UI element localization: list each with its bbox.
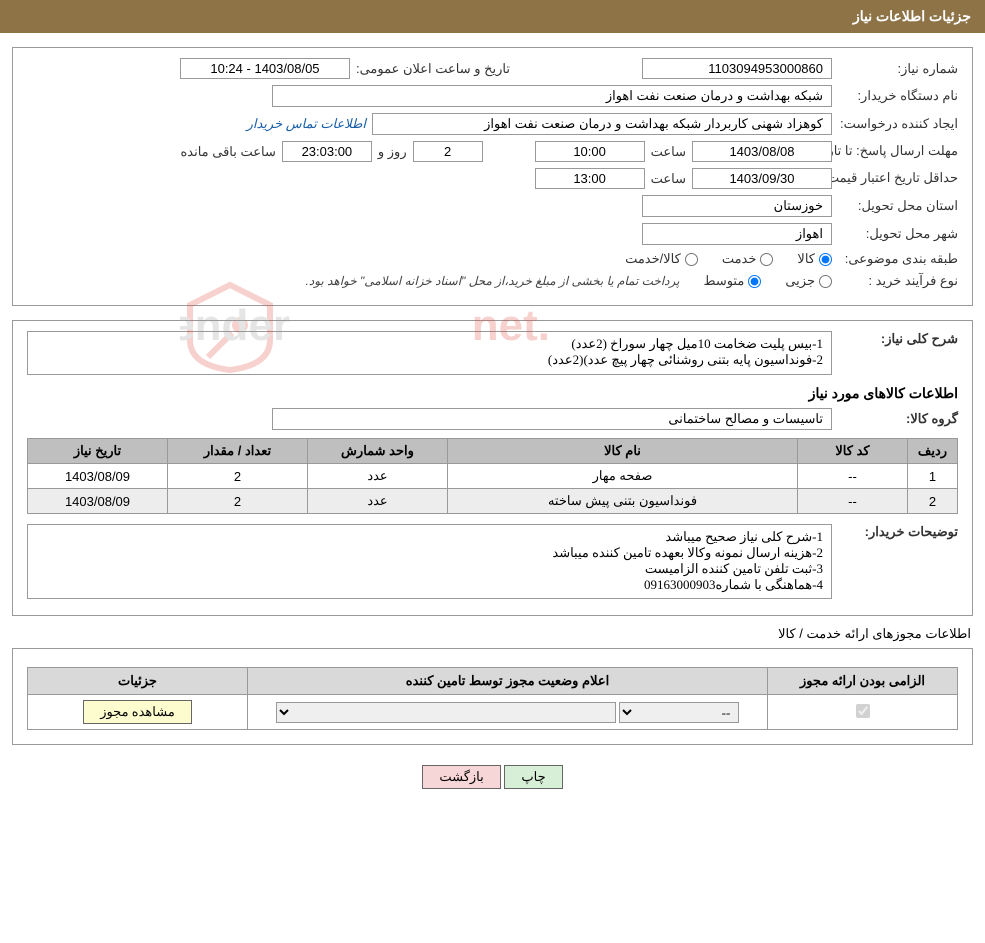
need-info-panel: شماره نیاز: 1103094953000860 تاریخ و ساع… (12, 47, 973, 306)
table-cell: عدد (308, 464, 448, 489)
items-table: ردیف کد کالا نام کالا واحد شمارش تعداد /… (27, 438, 958, 514)
cat-goods-service-radio[interactable] (685, 253, 698, 266)
table-cell: -- (798, 489, 908, 514)
page-title: جزئیات اطلاعات نیاز (853, 8, 971, 24)
need-number: 1103094953000860 (642, 58, 832, 79)
license-heading: اطلاعات مجوزهای ارائه خدمت / کالا (14, 626, 971, 642)
table-cell: 2 (908, 489, 958, 514)
license-panel: الزامی بودن ارائه مجوز اعلام وضعیت مجوز … (12, 648, 973, 745)
license-table: الزامی بودن ارائه مجوز اعلام وضعیت مجوز … (27, 667, 958, 730)
lic-col-mandatory: الزامی بودن ارائه مجوز (768, 668, 958, 695)
lic-col-details: جزئیات (28, 668, 248, 695)
table-cell: 1 (908, 464, 958, 489)
table-cell: -- (798, 464, 908, 489)
desc-label: شرح کلی نیاز: (838, 331, 958, 347)
need-number-label: شماره نیاز: (838, 61, 958, 77)
cat-goods-service-label: کالا/خدمت (625, 251, 681, 267)
proc-partial-label: جزیی (785, 273, 815, 289)
items-group: تاسیسات و مصالح ساختمانی (272, 408, 832, 430)
proc-medium-radio[interactable] (748, 275, 761, 288)
process-note: پرداخت تمام یا بخشی از مبلغ خرید،از محل … (306, 274, 680, 288)
deadline-label: مهلت ارسال پاسخ: تا تاریخ: (838, 143, 958, 160)
city: اهواز (642, 223, 832, 245)
proc-partial-radio[interactable] (819, 275, 832, 288)
cat-goods-label: کالا (797, 251, 815, 267)
footer-buttons: چاپ بازگشت (0, 755, 985, 805)
back-button[interactable]: بازگشت (422, 765, 500, 789)
col-qty: تعداد / مقدار (168, 439, 308, 464)
city-label: شهر محل تحویل: (838, 226, 958, 242)
table-cell: فونداسیون بتنی پیش ساخته (448, 489, 798, 514)
table-cell: 2 (168, 489, 308, 514)
time-remaining: 23:03:00 (282, 141, 372, 162)
col-unit: واحد شمارش (308, 439, 448, 464)
requester: کوهزاد شهنی کاربردار شبکه بهداشت و درمان… (372, 113, 832, 135)
col-row: ردیف (908, 439, 958, 464)
license-row: -- مشاهده مجوز (28, 695, 958, 730)
view-license-button[interactable]: مشاهده مجوز (83, 700, 192, 724)
buyer-contact-link[interactable]: اطلاعات تماس خریدار (247, 116, 366, 132)
table-cell: 1403/08/09 (28, 464, 168, 489)
announce-datetime: 1403/08/05 - 10:24 (180, 58, 350, 79)
cat-service-label: خدمت (722, 251, 757, 267)
deadline-date: 1403/08/08 (692, 141, 832, 162)
deadline-time-label: ساعت (651, 144, 686, 160)
buyer-notes-text[interactable] (27, 524, 832, 599)
requester-label: ایجاد کننده درخواست: (838, 116, 958, 132)
days-remaining: 2 (413, 141, 483, 162)
items-heading: اطلاعات کالاهای مورد نیاز (27, 385, 958, 402)
buyer-org: شبکه بهداشت و درمان صنعت نفت اهواز (272, 85, 832, 107)
license-status-select[interactable]: -- (619, 702, 739, 723)
validity-time-label: ساعت (651, 171, 686, 187)
table-cell: صفحه مهار (448, 464, 798, 489)
items-group-label: گروه کالا: (838, 411, 958, 427)
table-cell: 2 (168, 464, 308, 489)
description-panel: شرح کلی نیاز: اطلاعات کالاهای مورد نیاز … (12, 320, 973, 616)
col-code: کد کالا (798, 439, 908, 464)
deadline-time: 10:00 (535, 141, 645, 162)
table-cell: 1403/08/09 (28, 489, 168, 514)
buyer-org-label: نام دستگاه خریدار: (838, 88, 958, 104)
col-date: تاریخ نیاز (28, 439, 168, 464)
license-status-detail-select[interactable] (276, 702, 616, 723)
province: خوزستان (642, 195, 832, 217)
proc-medium-label: متوسط (703, 273, 744, 289)
category-label: طبقه بندی موضوعی: (838, 251, 958, 267)
table-cell: عدد (308, 489, 448, 514)
col-name: نام کالا (448, 439, 798, 464)
province-label: استان محل تحویل: (838, 198, 958, 214)
cat-service-radio[interactable] (760, 253, 773, 266)
days-and-label: روز و (378, 144, 407, 160)
buyer-notes-label: توضیحات خریدار: (838, 524, 958, 540)
validity-time: 13:00 (535, 168, 645, 189)
desc-text[interactable] (27, 331, 832, 375)
announce-label: تاریخ و ساعت اعلان عمومی: (356, 61, 510, 77)
license-mandatory-checkbox (856, 704, 870, 718)
table-row: 2--فونداسیون بتنی پیش ساختهعدد21403/08/0… (28, 489, 958, 514)
process-label: نوع فرآیند خرید : (838, 273, 958, 289)
remaining-suffix: ساعت باقی مانده (180, 144, 275, 160)
validity-label: حداقل تاریخ اعتبار قیمت: تا تاریخ: (838, 170, 958, 187)
validity-date: 1403/09/30 (692, 168, 832, 189)
table-row: 1--صفحه مهارعدد21403/08/09 (28, 464, 958, 489)
page-header: جزئیات اطلاعات نیاز (0, 0, 985, 33)
print-button[interactable]: چاپ (504, 765, 562, 789)
lic-col-status: اعلام وضعیت مجوز توسط تامین کننده (248, 668, 768, 695)
cat-goods-radio[interactable] (819, 253, 832, 266)
